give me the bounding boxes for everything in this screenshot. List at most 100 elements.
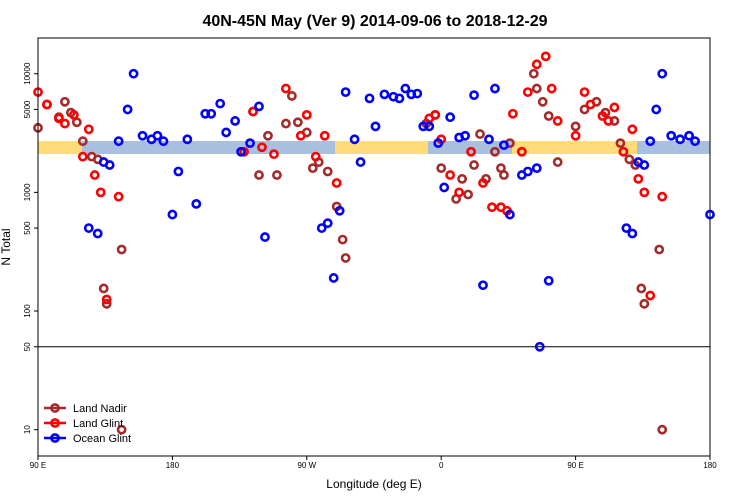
land-glint-point bbox=[639, 187, 650, 198]
ocean-glint-point bbox=[531, 163, 542, 174]
ocean-glint-point bbox=[245, 138, 255, 149]
legend: Land Nadir Land Glint Ocean Glint bbox=[44, 403, 131, 445]
x-axis-label: Longitude (deg E) bbox=[326, 477, 421, 491]
land-glint-point bbox=[59, 118, 70, 129]
land-glint-point bbox=[609, 102, 620, 113]
ocean-glint-point bbox=[478, 280, 488, 291]
ocean-glint-point bbox=[221, 127, 232, 138]
ocean-glint-point bbox=[645, 136, 656, 147]
ocean-glint-point bbox=[534, 341, 545, 352]
land-glint-point bbox=[645, 290, 656, 301]
x-axis-ticks: 90 E 180 90 W 0 90 E 180 bbox=[30, 456, 717, 470]
ocean-glint-point bbox=[543, 275, 554, 286]
band-segment bbox=[82, 141, 335, 154]
y-axis-ticks: 10 50 100 500 1000 5000 10000 bbox=[23, 62, 38, 434]
ocean-glint-point bbox=[460, 130, 470, 141]
land-glint-point bbox=[522, 87, 533, 97]
ocean-glint-point bbox=[690, 136, 700, 147]
land-nadir-point bbox=[286, 91, 297, 101]
land-nadir-point bbox=[263, 130, 273, 141]
ocean-glint-point bbox=[322, 218, 333, 229]
band-segment bbox=[38, 141, 82, 154]
ocean-glint-point bbox=[137, 130, 148, 141]
land-glint-point bbox=[603, 116, 614, 126]
ocean-glint-point bbox=[445, 112, 456, 123]
land-glint-point bbox=[319, 130, 330, 141]
y-tick-label: 5000 bbox=[23, 100, 32, 118]
land-nadir-point bbox=[59, 96, 70, 107]
data-points bbox=[33, 51, 715, 435]
y-tick-label: 500 bbox=[23, 221, 32, 235]
legend-label-land-nadir: Land Nadir bbox=[73, 403, 127, 415]
ocean-glint-point bbox=[439, 182, 450, 193]
land-nadir-point bbox=[463, 189, 473, 200]
land-glint-point bbox=[83, 124, 94, 135]
ocean-glint-point bbox=[666, 130, 677, 141]
land-glint-point bbox=[280, 83, 291, 94]
ocean-glint-point bbox=[158, 136, 169, 147]
land-nadir-point bbox=[307, 163, 318, 174]
ocean-glint-point bbox=[490, 83, 500, 94]
band-segment bbox=[512, 141, 637, 154]
y-tick-label: 100 bbox=[23, 304, 32, 318]
land-nadir-point bbox=[116, 244, 127, 255]
land-nadir-point bbox=[528, 68, 539, 79]
ocean-glint-point bbox=[355, 157, 366, 167]
ocean-glint-point bbox=[424, 121, 435, 132]
land-nadir-point bbox=[490, 146, 500, 157]
ocean-glint-point bbox=[657, 68, 668, 79]
land-glint-point bbox=[633, 173, 644, 184]
land-glint-point bbox=[445, 170, 456, 180]
land-glint-point bbox=[77, 151, 88, 162]
land-nadir-point bbox=[499, 170, 509, 180]
land-nadir-point bbox=[552, 157, 563, 167]
ocean-glint-point bbox=[364, 93, 375, 104]
land-glint-point bbox=[466, 146, 476, 157]
ocean-glint-point bbox=[400, 83, 411, 94]
legend-marker-land-glint bbox=[50, 418, 60, 428]
y-tick-label: 50 bbox=[23, 342, 32, 351]
x-tick-label: 180 bbox=[703, 461, 717, 470]
land-nadir-point bbox=[98, 283, 109, 294]
ocean-glint-point bbox=[499, 140, 509, 151]
ocean-glint-point bbox=[236, 146, 246, 157]
land-nadir-point bbox=[579, 104, 590, 115]
ocean-glint-point bbox=[370, 121, 381, 132]
ocean-glint-point bbox=[412, 88, 423, 99]
ocean-glint-point bbox=[122, 104, 133, 115]
land-nadir-point bbox=[636, 283, 647, 294]
land-nadir-point bbox=[280, 118, 291, 129]
land-glint-point bbox=[478, 178, 488, 188]
land-glint-point bbox=[579, 87, 590, 97]
ocean-glint-point bbox=[191, 198, 202, 209]
land-nadir-point bbox=[322, 166, 333, 177]
land-nadir-point bbox=[657, 424, 668, 435]
ocean-glint-point bbox=[639, 160, 650, 170]
land-glint-point bbox=[507, 108, 518, 119]
background-bands bbox=[38, 141, 710, 154]
land-glint-point bbox=[657, 191, 668, 202]
x-tick-label: 180 bbox=[166, 461, 180, 470]
ocean-glint-point bbox=[651, 104, 662, 115]
ocean-glint-point bbox=[206, 108, 217, 119]
land-glint-point bbox=[585, 99, 596, 110]
ocean-glint-point bbox=[621, 223, 632, 233]
x-tick-label: 0 bbox=[439, 461, 444, 470]
land-glint-point bbox=[269, 149, 279, 160]
land-glint-point bbox=[301, 109, 312, 120]
land-nadir-point bbox=[337, 234, 348, 245]
land-nadir-point bbox=[77, 136, 88, 147]
land-glint-point bbox=[430, 109, 441, 120]
ocean-glint-point bbox=[254, 101, 264, 112]
ocean-glint-point bbox=[675, 134, 686, 145]
land-glint-point bbox=[295, 130, 306, 141]
ocean-glint-point bbox=[433, 138, 444, 149]
land-glint-point bbox=[546, 83, 557, 94]
land-nadir-point bbox=[116, 424, 127, 435]
ocean-glint-point bbox=[504, 209, 515, 220]
land-nadir-point bbox=[537, 96, 548, 107]
ocean-glint-point bbox=[334, 205, 345, 216]
land-glint-point bbox=[101, 294, 112, 305]
land-glint-point bbox=[487, 202, 497, 213]
